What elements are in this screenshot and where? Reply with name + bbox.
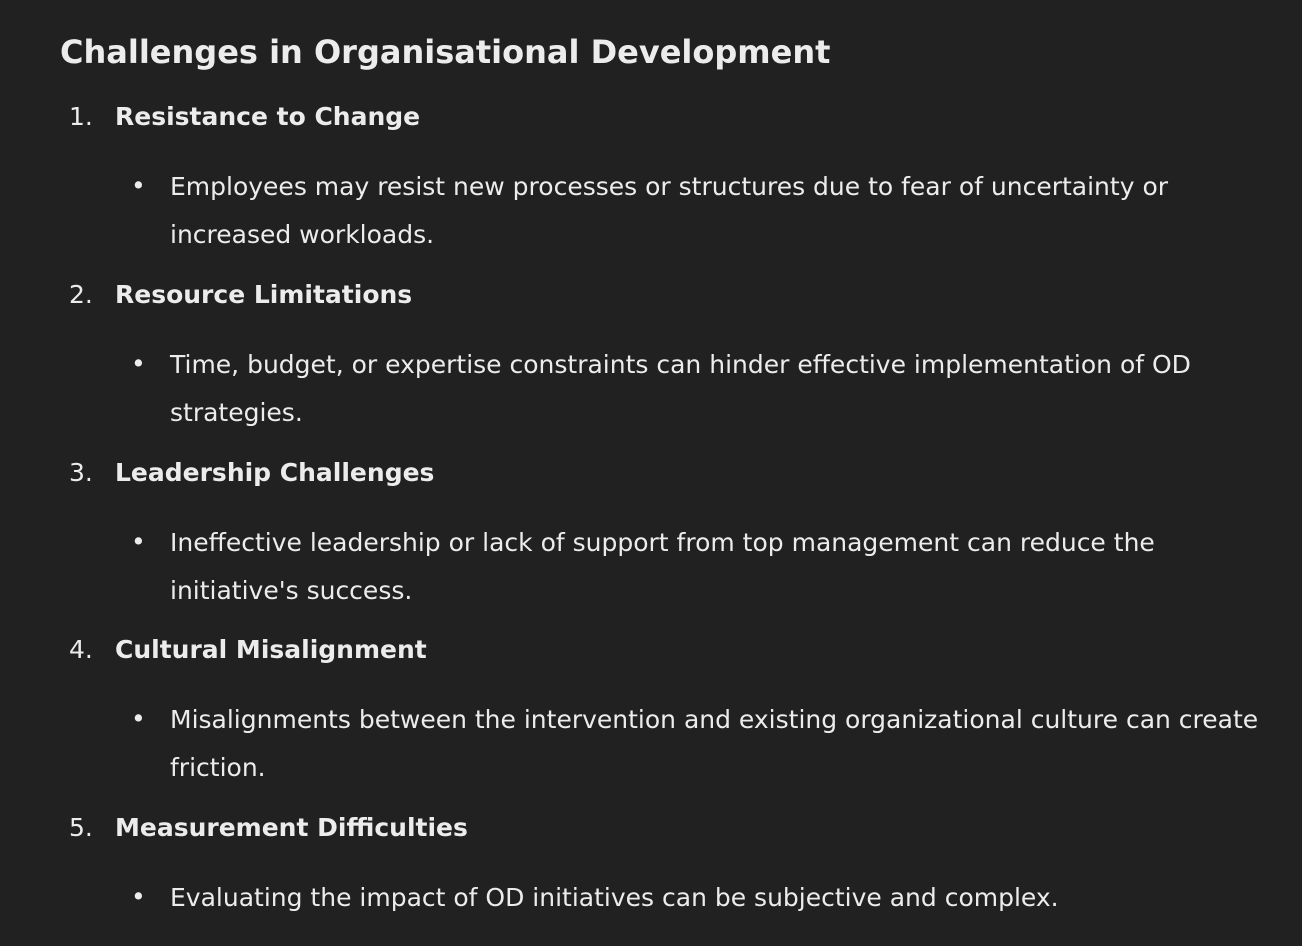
bullet-icon: • — [131, 704, 146, 733]
item-description: Ineffective leadership or lack of suppor… — [170, 528, 1155, 605]
item-number: 2. — [69, 280, 93, 309]
item-number: 5. — [69, 813, 93, 842]
item-description: Evaluating the impact of OD initiatives … — [170, 883, 1059, 912]
item-heading: Measurement Difficulties — [115, 813, 468, 842]
item-number: 1. — [69, 102, 93, 131]
item-description: Misalignments between the intervention a… — [170, 705, 1259, 782]
item-number: 4. — [69, 635, 93, 664]
bullet-icon: • — [131, 349, 146, 378]
item-heading: Resource Limitations — [115, 280, 413, 309]
item-heading: Cultural Misalignment — [115, 635, 427, 664]
item-heading: Leadership Challenges — [115, 458, 435, 487]
bullet-icon: • — [131, 527, 146, 556]
item-description: Employees may resist new processes or st… — [170, 172, 1169, 249]
item-number: 3. — [69, 458, 93, 487]
bullet-icon: • — [131, 882, 146, 911]
bullet-icon: • — [131, 171, 146, 200]
item-description: Time, budget, or expertise constraints c… — [170, 350, 1191, 427]
item-heading: Resistance to Change — [115, 102, 421, 131]
page-title: Challenges in Organisational Development — [60, 33, 831, 71]
